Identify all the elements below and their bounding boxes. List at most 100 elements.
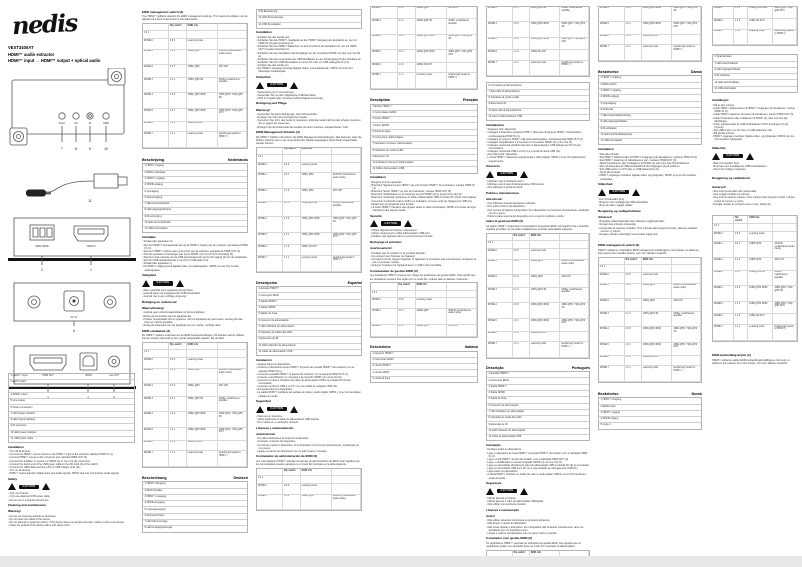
description-list-item: 8 LED-uitgangsindicator <box>143 208 247 215</box>
edid-table-cell: 0 0 0 <box>169 39 187 50</box>
description-list-item: 10 LED-stroomindicator <box>143 221 247 228</box>
edid-table-cell: MODE 6 <box>599 355 625 367</box>
section-paragraph: Os repartidores HDMI™ suportam as defini… <box>486 542 581 549</box>
edid-table-cell: 0 1 1 <box>512 6 530 23</box>
text-column-1: 1 HDMI™ input 2 EDID switch 3 HDMI™ output… <box>8 372 135 556</box>
page-bottom-edge <box>0 556 802 567</box>
description-list-item: 9 IR-utvidelse <box>713 74 797 81</box>
description-list-item: 2 Interruptor EDID <box>257 293 361 300</box>
edid-table-cell: 1080p @50 3D60 <box>529 37 561 51</box>
edid-table-cell: 1080p 3D 2CH <box>186 440 218 452</box>
edid-table-header-cell <box>672 257 701 266</box>
edid-table-cell: MODE 5 <box>713 301 734 315</box>
description-heading: Beskrivelse <box>598 391 619 396</box>
edid-table-header-cell <box>599 257 625 266</box>
edid-table-cell: MODE 2 <box>143 65 169 78</box>
warning-triangle-icon <box>745 152 754 160</box>
description-list-item: 10 LED-strømindikator <box>713 80 797 87</box>
description-list-item: 4 Salida SPDIF <box>257 306 361 313</box>
description-list: 1 HDMI™-ingang 2 EDID-schakelaar 3 HDMI™-u… <box>142 163 248 234</box>
edid-table-cell: 0 0 0 <box>734 231 749 243</box>
edid-table-cell: MODE 0 <box>143 39 169 50</box>
description-list-item: 7 Spia LED di alimentazione <box>487 90 589 97</box>
bullet-line: - Apague todos los dispositivos. <box>256 363 292 367</box>
edid-table-cell: 1 0 1 <box>512 37 530 51</box>
edid-table-cell: MODE 6 <box>371 62 398 74</box>
led-label-ir: IR <box>89 123 92 125</box>
description-list-item: 9 IR-verlenging <box>143 215 247 221</box>
description-list-item: 9 IR-Erweiterung <box>257 10 361 17</box>
bullet-line: - Desligue todos os dispositivos. <box>486 448 522 452</box>
edid-table-cell: 1 0 1 <box>397 50 416 63</box>
bullet-line: - Encienda todos los dispositivos. <box>256 388 293 392</box>
bullet-line: - Limpar o exterior do dispositivo com u… <box>486 531 558 535</box>
edid-table-cell: MODE 7 <box>713 324 734 341</box>
section-heading: Instalação <box>486 442 501 447</box>
edid-table-cell: Learning mode <box>748 29 774 46</box>
caution-label: CAUTION <box>18 484 40 489</box>
bullet-line: - Koble HDMI™-skjermen til porten på utt… <box>712 113 794 117</box>
edid-table-cell: MODE 2 <box>487 275 513 288</box>
edid-table-cell: MODE 1 <box>257 494 283 511</box>
description-heading: Beskrivelse <box>598 69 619 74</box>
edid-table-cell: 1 1 1 <box>734 29 749 46</box>
warning-triangle-icon <box>486 170 494 178</box>
edid-table-header-cell <box>397 290 416 299</box>
section-heading: EDID-Management-Schalter (2) <box>256 130 300 135</box>
edid-table-cell <box>217 121 247 133</box>
edid-table-header-cell: Dip switch <box>397 283 416 291</box>
edid-table-cell: 1080p @50 3D60 <box>641 22 673 35</box>
bullet-line: - Conecte la pantalla HDMI™ al puerto de… <box>256 372 349 376</box>
section-heading: Installasjon <box>712 98 729 103</box>
edid-table-cell: MODE 6 <box>713 314 734 325</box>
edid-table-cell: 1080p @50 <box>186 384 218 397</box>
edid-table-header-cell <box>560 550 589 556</box>
bullet-line: - Connect HDMI™ screen to the connector … <box>8 456 88 460</box>
description-list-item: 10 LED indicador de alimentación <box>257 344 361 350</box>
description-list-item: 11 USB-strømkabel <box>714 86 737 90</box>
spacer <box>370 340 478 342</box>
bullet-line: - Spegnere tutti i dispositivi. <box>486 128 517 132</box>
bullet-line: - Ligue o ecrã HDMI™ à porta do extrator… <box>486 457 569 461</box>
edid-table-cell: MODE 4 <box>713 286 734 302</box>
edid-table-cell: Learning mode <box>300 162 332 174</box>
edid-table-cell: 1 1 1 <box>624 366 642 382</box>
spacer <box>142 470 248 473</box>
description-list-item: 11 Câble d'alimentation USB <box>372 167 405 171</box>
bullet-line: - Ikke bruk rensemidler eller skuremidle… <box>712 190 758 194</box>
edid-table-cell: 1 1 1 <box>512 60 530 77</box>
edid-table-cell: 1080p @50 3D <box>748 270 774 287</box>
edid-table-cell: 1 1 0 <box>734 314 749 325</box>
edid-table-cell: 1080p @50 3D <box>529 6 561 23</box>
section-heading: Installatie <box>142 234 156 239</box>
description-list-item: 1 HDMI™-indgang <box>599 76 701 83</box>
section-heading: Conmutador de administración de EDID (2) <box>256 454 318 459</box>
edid-table-cell: Learning mode <box>186 39 218 50</box>
bullet-line: - Koble sylinderenden av USB-strømkabele… <box>712 122 788 129</box>
language-section-heading: Beskrivelse Dansk <box>598 70 702 74</box>
edid-table-cell: MODE 1 <box>487 259 513 276</box>
edid-table-header-cell: EDID info <box>529 233 561 242</box>
edid-table-cell: loopthrough (audio to HDMI™) <box>672 366 701 382</box>
section-paragraph: Los conmutadores HDMI™ admiten los ajust… <box>256 460 360 467</box>
edid-table-cell: 1080p @50 3D60 <box>641 327 673 343</box>
edid-table-cell: MODE 6 <box>713 19 734 30</box>
bullet-line: - Conecte el extremo cilíndrico del cabl… <box>256 378 351 386</box>
spacer <box>486 361 590 363</box>
description-list-item: 6 Strømkontakt <box>713 55 797 62</box>
edid-table-cell: MODE 2 <box>371 6 398 20</box>
edid-table-header-cell <box>624 265 642 273</box>
description-list-item: 3 Saída HDMI™ <box>487 385 589 392</box>
bullet-line: - Utiliser uniquement le câble d'aliment… <box>370 232 431 236</box>
edid-table-cell: 1 0 0 <box>169 93 187 109</box>
bullet-line: - Não utilizar num ambiente húmido. <box>486 502 527 506</box>
edid-table-cell: 1080p @50 3D60 <box>748 286 774 302</box>
edid-table-header-cell <box>487 550 513 556</box>
edid-table-cell: 4K2K30 (multichannel audio mode) <box>672 283 701 300</box>
edid-table-cell: 1080p 3D 2CH <box>641 34 673 46</box>
bullet-line: - Non utilizzare solventi detergenti o a… <box>486 202 536 206</box>
edid-table-cell: MODE 0 <box>257 484 283 495</box>
warning-triangle-icon <box>403 220 412 228</box>
